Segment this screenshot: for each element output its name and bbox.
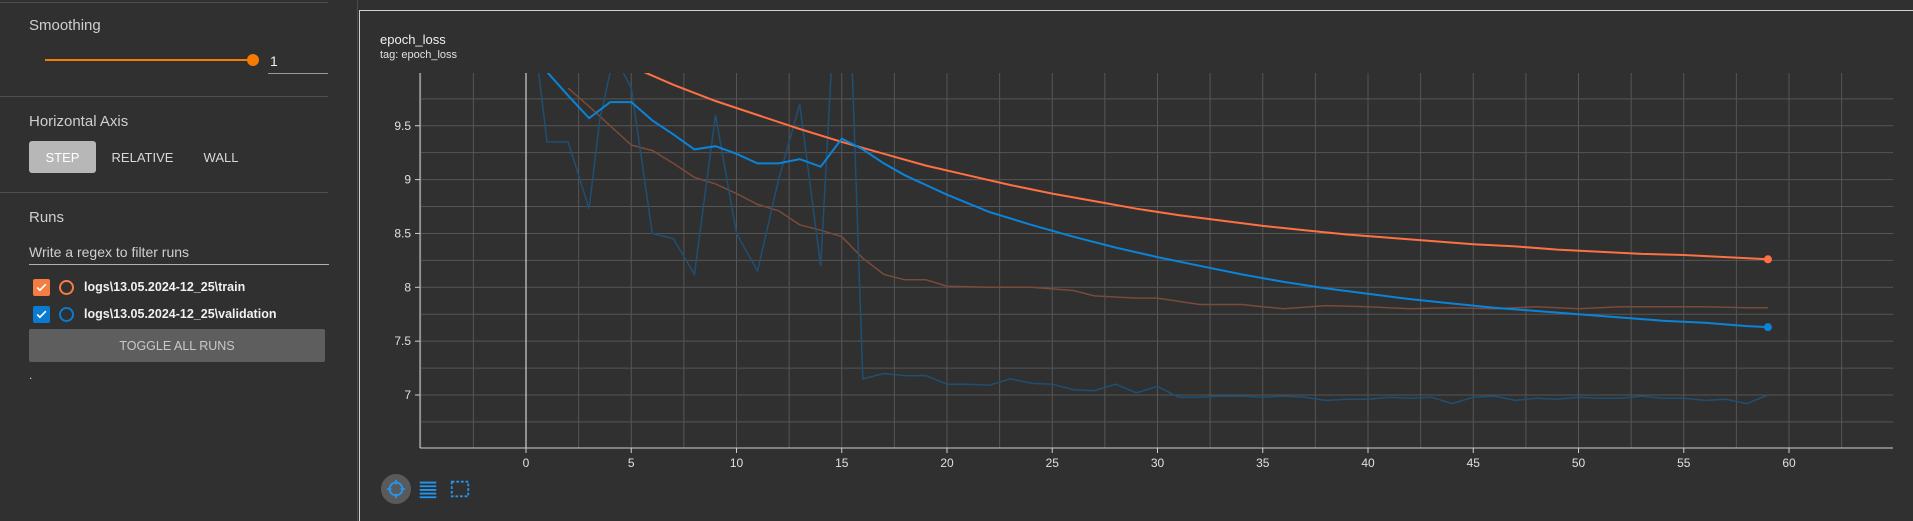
axis-wall-button[interactable]: WALL bbox=[203, 149, 239, 165]
chart-tag: tag: epoch_loss bbox=[380, 49, 458, 61]
chart-card bbox=[359, 10, 1913, 521]
toggle-all-runs-button[interactable]: TOGGLE ALL RUNS bbox=[29, 329, 325, 362]
run-item-validation: logs\13.05.2024-12_25\validation bbox=[33, 303, 276, 325]
fit-domain-icon bbox=[386, 479, 406, 499]
fit-domain-button[interactable] bbox=[381, 474, 411, 504]
run-item-train: logs\13.05.2024-12_25\train bbox=[33, 276, 245, 298]
smoothing-slider-thumb[interactable] bbox=[247, 54, 259, 66]
runs-footer-text: . bbox=[29, 368, 33, 382]
run-label-train: logs\13.05.2024-12_25\train bbox=[84, 280, 246, 294]
run-checkbox-validation[interactable] bbox=[33, 305, 50, 323]
check-icon bbox=[36, 310, 47, 318]
smoothing-title: Smoothing bbox=[29, 17, 101, 34]
axis-relative-button[interactable]: RELATIVE bbox=[111, 149, 174, 165]
check-icon bbox=[36, 283, 47, 291]
expand-chart-button[interactable] bbox=[445, 474, 475, 504]
axis-step-button[interactable]: STEP bbox=[29, 141, 96, 173]
data-table-icon bbox=[419, 481, 437, 499]
runs-title: Runs bbox=[29, 209, 65, 226]
divider bbox=[0, 192, 328, 193]
smoothing-value-input[interactable] bbox=[268, 48, 328, 74]
chart-title: epoch_loss bbox=[380, 32, 446, 47]
horizontal-axis-title: Horizontal Axis bbox=[29, 113, 129, 130]
data-table-button[interactable] bbox=[413, 474, 443, 504]
smoothing-slider-track[interactable] bbox=[45, 59, 253, 61]
divider bbox=[0, 96, 328, 97]
run-checkbox-train[interactable] bbox=[33, 278, 50, 296]
run-color-swatch-validation[interactable] bbox=[59, 306, 74, 322]
settings-sidebar: Smoothing Horizontal Axis STEP RELATIVE … bbox=[0, 0, 358, 521]
run-filter-input[interactable] bbox=[29, 239, 329, 265]
run-label-validation: logs\13.05.2024-12_25\validation bbox=[84, 307, 277, 321]
expand-icon bbox=[450, 480, 470, 498]
divider bbox=[0, 2, 328, 3]
run-color-swatch-train[interactable] bbox=[59, 279, 74, 295]
